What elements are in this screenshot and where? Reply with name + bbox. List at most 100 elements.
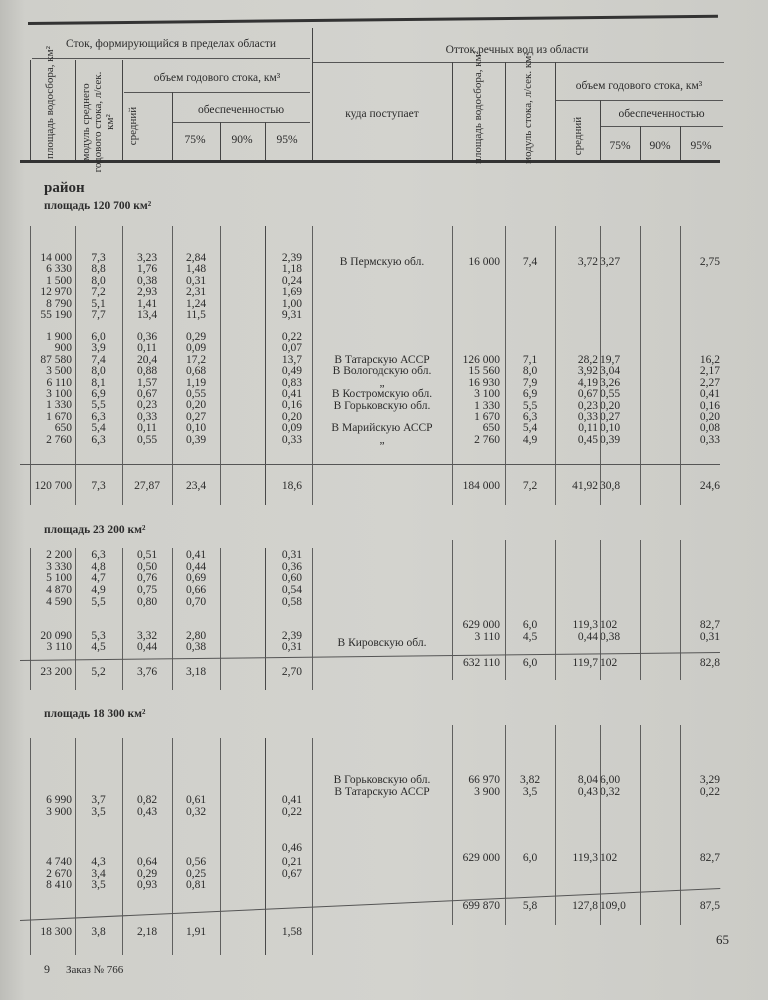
total-cell: 24,6: [699, 480, 720, 492]
column-divider: [30, 60, 31, 160]
table-cell: 3,4: [91, 868, 106, 880]
header-rule: [124, 92, 310, 93]
table-cell: 0,80: [136, 596, 158, 608]
table-cell: 19,7: [600, 354, 621, 366]
table-cell: 0,75: [136, 584, 158, 596]
table-cell: 5,3: [91, 630, 106, 642]
column-divider: [220, 548, 221, 690]
table-cell: 4,19: [577, 376, 598, 389]
table-cell: 16,2: [699, 354, 720, 366]
table-cell: 1,48: [185, 263, 207, 276]
header-area-right: площадь водосбора, км²: [472, 51, 484, 164]
table-cell: 2,80: [185, 630, 207, 642]
table-cell: 0,09: [281, 422, 302, 435]
column-divider: [640, 226, 641, 505]
table-cell: 6,0: [522, 619, 538, 631]
table-cell: 0,11: [137, 342, 157, 355]
table-cell: 5 100: [46, 572, 72, 584]
table-cell: 1,24: [185, 297, 207, 310]
table-cell: 1,76: [136, 263, 158, 276]
header-rule: [555, 100, 723, 101]
total-cell: 7,3: [91, 480, 106, 492]
table-cell: 0,41: [699, 388, 720, 401]
column-divider: [640, 725, 641, 925]
table-cell: 0,68: [185, 365, 207, 378]
table-cell: 629 000: [462, 619, 500, 631]
table-cell: 0,41: [281, 794, 302, 806]
table-cell: 3 110: [474, 631, 500, 643]
table-cell: 0,45: [577, 433, 598, 446]
table-cell: 0,41: [185, 549, 207, 561]
total-cell: 18,6: [281, 480, 302, 492]
section-title: площадь 18 300 км²: [44, 708, 146, 720]
total-cell: 3,76: [136, 666, 158, 678]
header-mean-right: средний: [572, 116, 584, 156]
table-cell: 0,10: [600, 422, 621, 435]
table-cell: 82,7: [699, 619, 720, 631]
total-cell: 30,8: [600, 480, 621, 492]
column-divider: [640, 540, 641, 680]
table-cell: 8 790: [46, 297, 72, 310]
table-cell: 3 900: [46, 806, 72, 818]
table-cell: 0,61: [185, 794, 207, 806]
column-divider: [505, 226, 506, 505]
total-cell: 7,2: [522, 480, 538, 492]
table-cell: 0,51: [136, 549, 158, 561]
table-cell: 0,22: [281, 331, 302, 343]
table-cell: 0,83: [281, 376, 302, 389]
table-cell: 3,26: [600, 376, 621, 389]
header-volume-right: объем годового стока, км³: [575, 80, 703, 92]
table-cell: 3 100: [46, 388, 72, 400]
table-cell: 0,31: [699, 631, 720, 643]
table-cell: 900: [54, 342, 72, 355]
column-divider: [30, 226, 31, 505]
column-divider: [220, 226, 221, 505]
column-divider: [75, 60, 76, 160]
total-cell: 5,2: [91, 666, 106, 678]
table-cell: 8,0: [91, 365, 106, 378]
table-cell: 8,04: [577, 774, 598, 786]
column-divider: [312, 548, 313, 690]
table-cell: 14 000: [40, 252, 72, 264]
table-cell: 3,23: [136, 252, 158, 264]
page-number: 65: [716, 932, 729, 947]
table-cell: 0,32: [185, 806, 207, 818]
column-divider: [75, 548, 76, 690]
header-dest: куда поступает: [345, 108, 419, 120]
table-cell: 0,31: [281, 549, 302, 561]
total-cell: 18 300: [40, 926, 72, 938]
table-cell: 0,11: [137, 422, 157, 435]
table-cell: 4 870: [46, 584, 72, 596]
table-cell: 0,69: [185, 572, 207, 584]
table-cell: 4,7: [91, 572, 106, 584]
table-cell: 1,19: [185, 376, 207, 389]
table-cell: 0,23: [136, 399, 158, 412]
table-cell: 4,9: [91, 584, 106, 596]
table-cell: 0,24: [281, 274, 302, 287]
table-cell: 0,09: [185, 342, 207, 355]
table-cell: 0,22: [699, 786, 720, 798]
total-cell: 1,91: [185, 926, 207, 938]
table-cell: 2,84: [185, 252, 207, 264]
column-divider: [265, 738, 266, 955]
table-cell: 0,93: [136, 879, 158, 891]
column-divider: [172, 226, 173, 505]
table-cell: 7,2: [91, 286, 106, 299]
column-divider: [505, 62, 506, 160]
table-cell: 7,9: [522, 376, 538, 389]
table-cell: 0,33: [577, 411, 598, 423]
table-cell: 3,32: [136, 630, 158, 642]
total-cell: 102: [600, 657, 618, 669]
table-cell: 5,5: [522, 399, 538, 412]
column-divider: [312, 738, 313, 955]
destination-cell: В Горьковскую обл.: [333, 774, 431, 786]
table-cell: 7,3: [91, 252, 106, 264]
table-cell: 16 000: [468, 256, 500, 268]
column-divider: [555, 62, 556, 160]
table-cell: 0,88: [136, 365, 158, 378]
total-cell: 5,8: [522, 900, 538, 912]
table-cell: 0,32: [600, 786, 621, 798]
destination-cell: В Горьковскую обл.: [333, 399, 431, 412]
table-cell: 0,56: [185, 856, 207, 868]
destination-cell: В Марийскую АССР: [331, 422, 433, 435]
